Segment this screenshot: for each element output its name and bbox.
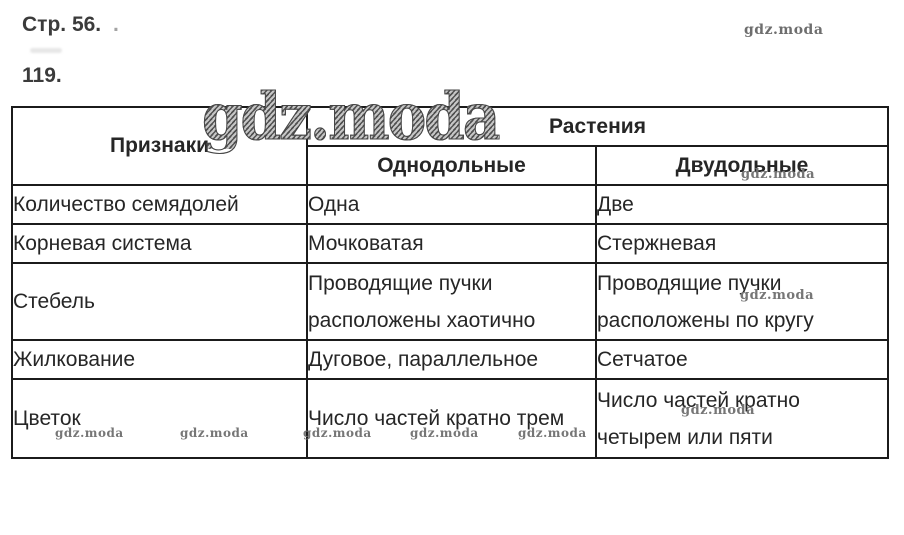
header-cell-monocot: Однодольные <box>306 145 597 186</box>
cell-text: Одна <box>308 193 360 216</box>
cell-text: Стебель <box>13 290 95 313</box>
cell-dicot: Две <box>595 184 889 225</box>
cell-feature: Цветок <box>11 378 308 459</box>
header-cell-features: Признаки <box>11 106 308 186</box>
stray-mark: . <box>113 13 119 36</box>
cell-text: Две <box>597 193 634 216</box>
header-cell-plants: Растения <box>306 106 889 147</box>
cell-text: Сетчатое <box>597 348 688 371</box>
table-row: Цветок Число частей кратно трем Число ча… <box>11 378 889 459</box>
table-row: Стебель Проводящие пучки расположены хао… <box>11 262 889 341</box>
cell-text: Проводящие пучки <box>597 271 782 295</box>
cell-dicot: Проводящие пучки расположены по кругу <box>595 262 889 341</box>
table-header-row-1: Признаки Растения <box>11 106 889 186</box>
cell-text: Проводящие пучки <box>308 271 493 295</box>
cell-text: Мочковатая <box>308 232 424 255</box>
cell-monocot: Проводящие пучки расположены хаотично <box>306 262 597 341</box>
cell-feature: Корневая система <box>11 223 308 264</box>
cell-feature: Стебель <box>11 262 308 341</box>
cell-text: Дуговое, параллельное <box>308 348 539 371</box>
cell-text: Корневая система <box>13 232 192 255</box>
task-number-label: 119. <box>22 64 62 87</box>
table-row: Жилкование Дуговое, параллельное Сетчато… <box>11 339 889 380</box>
cell-feature: Количество семядолей <box>11 184 308 225</box>
cell-text: Число частей кратно трем <box>308 407 565 430</box>
table-row: Количество семядолей Одна Две <box>11 184 889 225</box>
page-number-label: Стр. 56. <box>22 13 102 36</box>
cell-text: четырем или пяти <box>597 425 773 449</box>
cell-dicot: Число частей кратно четырем или пяти <box>595 378 889 459</box>
cell-text: Жилкование <box>13 348 136 371</box>
cell-text: Стержневая <box>597 232 717 255</box>
table-row: Корневая система Мочковатая Стержневая <box>11 223 889 264</box>
cell-monocot: Одна <box>306 184 597 225</box>
cell-text: Число частей кратно <box>597 388 800 412</box>
gdz-moda-watermark: gdz.moda <box>744 22 824 38</box>
cell-text: Количество семядолей <box>13 193 239 216</box>
cell-text: расположены хаотично <box>308 308 536 332</box>
cell-monocot: Мочковатая <box>306 223 597 264</box>
cell-text: Цветок <box>13 407 81 430</box>
cell-dicot: Сетчатое <box>595 339 889 380</box>
cell-monocot: Число частей кратно трем <box>306 378 597 459</box>
cell-feature: Жилкование <box>11 339 308 380</box>
cell-dicot: Стержневая <box>595 223 889 264</box>
cell-monocot: Дуговое, параллельное <box>306 339 597 380</box>
cell-text: расположены по кругу <box>597 308 814 332</box>
table-header-row-2: Однодольные Двудольные <box>12 145 889 186</box>
header-cell-dicot: Двудольные <box>595 145 889 186</box>
plants-comparison-table: Признаки Растения Однодольные Двудольные… <box>11 106 889 459</box>
smudge-mark <box>30 48 62 53</box>
